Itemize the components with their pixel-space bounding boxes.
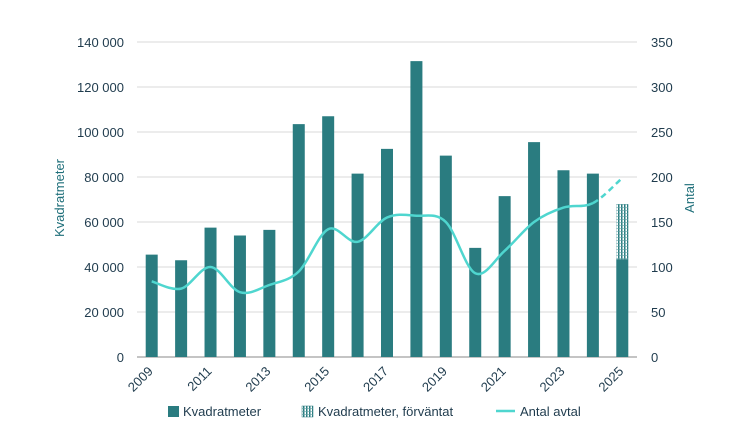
right-tick-label: 350 xyxy=(651,35,673,50)
bar-forvantat-2025 xyxy=(616,204,629,260)
x-tick-label: 2017 xyxy=(360,364,391,395)
x-tick-label: 2019 xyxy=(419,364,450,395)
left-tick-label: 120 000 xyxy=(77,80,124,95)
x-tick-label: 2009 xyxy=(125,364,156,395)
legend: Kvadratmeter Kvadratmeter, förväntat Ant… xyxy=(168,404,581,419)
right-tick-label: 300 xyxy=(651,80,673,95)
left-tick-label: 140 000 xyxy=(77,35,124,50)
bar-kvadratmeter-2024 xyxy=(586,173,599,357)
right-tick-label: 50 xyxy=(651,305,665,320)
left-tick-label: 0 xyxy=(117,350,124,365)
left-tick-label: 100 000 xyxy=(77,125,124,140)
bar-kvadratmeter-2016 xyxy=(351,173,364,357)
right-tick-label: 0 xyxy=(651,350,658,365)
antal-avtal-line-dashed xyxy=(592,176,624,205)
left-axis-title: Kvadratmeter xyxy=(52,158,67,237)
bar-kvadratmeter-2020 xyxy=(469,247,482,357)
bar-kvadratmeter-2022 xyxy=(528,142,541,357)
legend-label-kvadratmeter: Kvadratmeter xyxy=(183,404,262,419)
bar-kvadratmeter-2018 xyxy=(410,61,423,357)
left-axis-ticks: 0 20 000 40 000 60 000 80 000 100 000 120 000 1… xyxy=(77,35,124,365)
legend-label-antal-avtal: Antal avtal xyxy=(520,404,581,419)
right-tick-label: 200 xyxy=(651,170,673,185)
x-tick-label: 2011 xyxy=(184,364,214,394)
left-tick-label: 40 000 xyxy=(84,260,124,275)
left-tick-label: 20 000 xyxy=(84,305,124,320)
bar-kvadratmeter-2023 xyxy=(557,170,570,357)
bar-kvadratmeter-2013 xyxy=(263,229,276,357)
bar-kvadratmeter-2010 xyxy=(175,260,188,357)
bar-kvadratmeter-2014 xyxy=(292,124,305,357)
bars xyxy=(145,61,629,357)
bar-kvadratmeter-2019 xyxy=(439,155,452,357)
bar-kvadratmeter-2012 xyxy=(233,235,246,357)
x-axis-ticks: 2009 2011 2013 2015 2017 2019 2021 2023 2025 xyxy=(125,364,627,395)
right-tick-label: 250 xyxy=(651,125,673,140)
right-tick-label: 100 xyxy=(651,260,673,275)
left-tick-label: 80 000 xyxy=(84,170,124,185)
legend-swatch-kvadratmeter xyxy=(168,406,179,417)
antal-avtal-line-solid xyxy=(151,201,594,295)
x-tick-label: 2021 xyxy=(478,364,509,395)
bar-kvadratmeter-2025 xyxy=(616,259,629,357)
x-tick-label: 2013 xyxy=(242,364,273,395)
bar-kvadratmeter-2009 xyxy=(145,254,158,357)
x-tick-label: 2023 xyxy=(537,364,568,395)
x-tick-label: 2025 xyxy=(595,364,626,395)
legend-label-forvantat: Kvadratmeter, förväntat xyxy=(318,404,454,419)
bar-kvadratmeter-2021 xyxy=(498,196,511,357)
left-tick-label: 60 000 xyxy=(84,215,124,230)
x-tick-label: 2015 xyxy=(301,364,332,395)
bar-kvadratmeter-2017 xyxy=(381,148,393,357)
right-axis-ticks: 0 50 100 150 200 250 300 350 xyxy=(651,35,673,365)
legend-swatch-forvantat xyxy=(301,405,314,418)
right-tick-label: 150 xyxy=(651,215,673,230)
bar-kvadratmeter-2015 xyxy=(322,116,335,357)
right-axis-title: Antal xyxy=(682,183,697,213)
bar-kvadratmeter-2011 xyxy=(204,227,217,357)
antal-avtal-line xyxy=(151,176,624,295)
